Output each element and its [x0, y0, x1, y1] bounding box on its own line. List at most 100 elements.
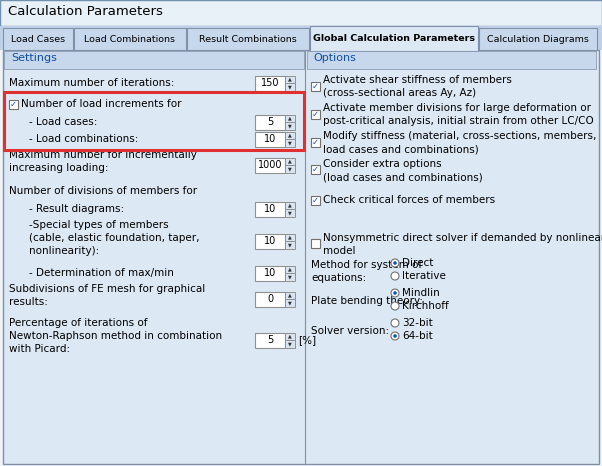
Text: Direct: Direct: [402, 258, 433, 268]
Bar: [310, 26, 478, 51]
Text: Mindlin: Mindlin: [402, 288, 439, 298]
Bar: [285, 333, 295, 340]
Text: ▲: ▲: [288, 235, 292, 240]
Bar: [311, 164, 320, 173]
Text: [%]: [%]: [298, 335, 316, 345]
Bar: [255, 266, 285, 281]
Text: Check critical forces of members: Check critical forces of members: [323, 195, 495, 205]
Text: 1000: 1000: [258, 160, 282, 170]
Circle shape: [391, 332, 399, 340]
Text: - Load combinations:: - Load combinations:: [29, 134, 138, 144]
Text: ▼: ▼: [288, 242, 292, 247]
Circle shape: [391, 319, 399, 327]
Bar: [285, 83, 295, 90]
Text: Settings: Settings: [11, 53, 57, 63]
Text: Newton-Raphson method in combination: Newton-Raphson method in combination: [9, 331, 222, 341]
Text: Subdivisions of FE mesh for graphical: Subdivisions of FE mesh for graphical: [9, 284, 205, 294]
Bar: [285, 139, 295, 146]
Text: ▼: ▼: [288, 210, 292, 215]
Text: 150: 150: [261, 78, 279, 88]
Text: ▲: ▲: [288, 133, 292, 138]
Bar: [311, 82, 320, 90]
Text: ▲: ▲: [288, 116, 292, 121]
Text: Method for system of: Method for system of: [311, 260, 422, 270]
Text: ▲: ▲: [288, 334, 292, 339]
Bar: [311, 137, 320, 146]
Text: (cross-sectional areas Ay, Az): (cross-sectional areas Ay, Az): [323, 88, 476, 98]
Bar: [307, 51, 596, 69]
Text: 10: 10: [264, 204, 276, 214]
Circle shape: [391, 272, 399, 280]
Text: - Load cases:: - Load cases:: [29, 117, 98, 127]
Bar: [3, 28, 73, 50]
Text: Percentage of iterations of: Percentage of iterations of: [9, 318, 147, 328]
Text: ✓: ✓: [312, 110, 319, 118]
Text: 10: 10: [264, 268, 276, 278]
Text: nonlinearity):: nonlinearity):: [29, 246, 99, 256]
Text: Kirchhoff: Kirchhoff: [402, 301, 448, 311]
Bar: [285, 209, 295, 217]
Bar: [285, 273, 295, 281]
Text: 5: 5: [267, 117, 273, 127]
Text: Maximum number for incrementally: Maximum number for incrementally: [9, 150, 197, 160]
Bar: [255, 201, 285, 217]
Text: 5: 5: [267, 335, 273, 345]
Bar: [285, 158, 295, 165]
Text: ▲: ▲: [288, 267, 292, 272]
Text: Calculation Diagrams: Calculation Diagrams: [487, 34, 589, 43]
Circle shape: [391, 259, 399, 267]
Bar: [255, 75, 285, 90]
Bar: [285, 75, 295, 83]
Text: ▼: ▼: [288, 84, 292, 89]
Circle shape: [393, 291, 397, 295]
Bar: [4, 51, 304, 69]
Text: ▲: ▲: [288, 159, 292, 164]
Text: ✓: ✓: [312, 82, 319, 90]
Text: increasing loading:: increasing loading:: [9, 163, 108, 173]
Text: Maximum number of iterations:: Maximum number of iterations:: [9, 78, 175, 88]
Text: Options: Options: [313, 53, 356, 63]
Text: -Special types of members: -Special types of members: [29, 220, 169, 230]
Text: ▲: ▲: [288, 293, 292, 298]
Text: ▲: ▲: [288, 203, 292, 208]
Text: ▼: ▼: [288, 123, 292, 128]
Text: ✓: ✓: [312, 137, 319, 146]
Text: - Result diagrams:: - Result diagrams:: [29, 204, 124, 214]
Text: (load cases and combinations): (load cases and combinations): [323, 172, 483, 182]
Bar: [9, 100, 18, 109]
Bar: [255, 131, 285, 146]
Bar: [285, 131, 295, 139]
Text: - Determination of max/min: - Determination of max/min: [29, 268, 174, 278]
Circle shape: [393, 261, 397, 265]
Text: results:: results:: [9, 297, 48, 307]
Text: model: model: [323, 246, 356, 256]
Text: ▼: ▼: [288, 341, 292, 346]
Bar: [285, 292, 295, 299]
Text: Modify stiffness (material, cross-sections, members,: Modify stiffness (material, cross-sectio…: [323, 131, 597, 141]
Text: 10: 10: [264, 134, 276, 144]
Text: with Picard:: with Picard:: [9, 344, 70, 354]
Bar: [285, 201, 295, 209]
Bar: [255, 158, 285, 172]
Text: ✓: ✓: [312, 164, 319, 173]
Bar: [255, 233, 285, 248]
Text: 64-bit: 64-bit: [402, 331, 433, 341]
Text: ✓: ✓: [312, 196, 319, 205]
Text: Result Combinations: Result Combinations: [199, 34, 297, 43]
Text: Global Calculation Parameters: Global Calculation Parameters: [313, 34, 475, 43]
Bar: [285, 115, 295, 122]
Text: Number of load increments for: Number of load increments for: [21, 99, 181, 109]
Bar: [285, 340, 295, 348]
Text: ▼: ▼: [288, 300, 292, 305]
Bar: [285, 233, 295, 241]
Bar: [285, 266, 295, 273]
Circle shape: [391, 289, 399, 297]
Bar: [285, 122, 295, 130]
Text: ▲: ▲: [288, 77, 292, 82]
Text: Calculation Parameters: Calculation Parameters: [8, 5, 163, 18]
Bar: [479, 28, 597, 50]
Text: post-critical analysis, initial strain from other LC/CO: post-critical analysis, initial strain f…: [323, 116, 594, 126]
Bar: [187, 28, 309, 50]
Text: Activate shear stiffness of members: Activate shear stiffness of members: [323, 75, 512, 85]
Bar: [255, 333, 285, 348]
